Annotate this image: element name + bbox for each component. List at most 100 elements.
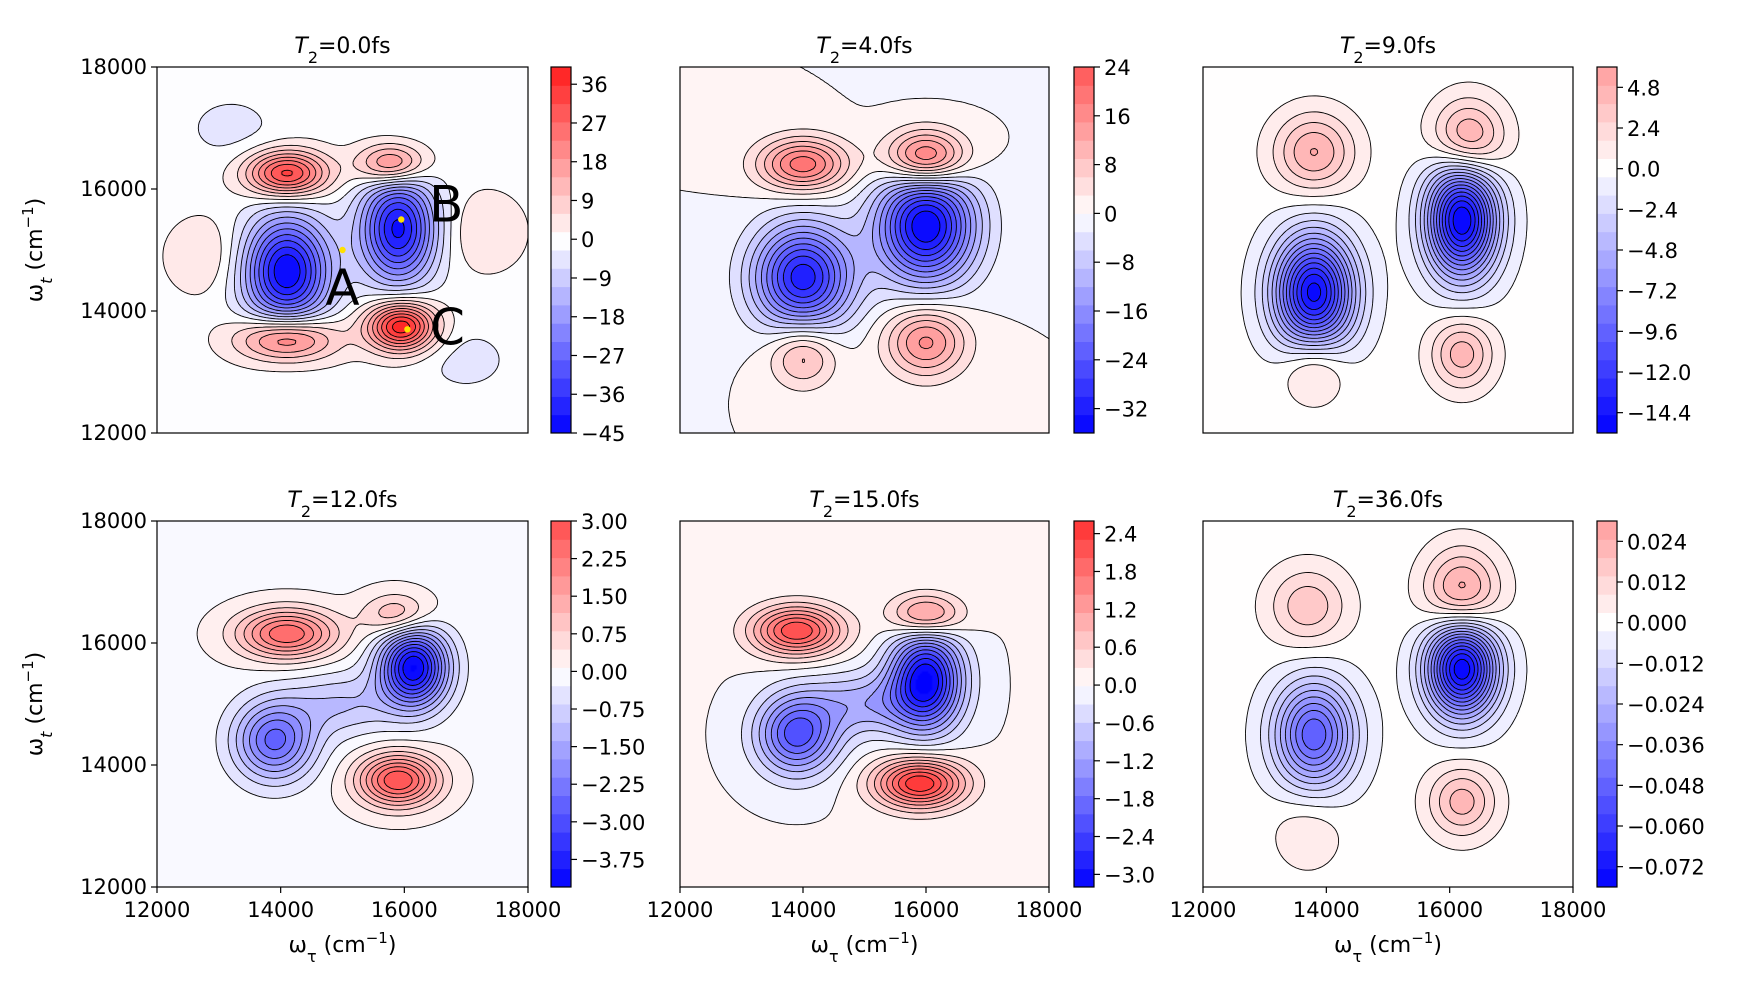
contour-level — [760, 610, 960, 806]
colorbar-band — [1597, 176, 1617, 196]
colorbar-band — [1074, 250, 1094, 269]
y-axis-label: ωt (cm−1) — [19, 652, 56, 757]
x-tick-label: 18000 — [495, 898, 562, 922]
colorbar-band — [1597, 850, 1617, 870]
colorbar-band — [1074, 341, 1094, 361]
contour-level — [1268, 622, 1509, 791]
contour-level — [264, 640, 439, 751]
x-tick-label: 16000 — [1416, 898, 1483, 922]
x-axis-label: ωτ (cm−1) — [289, 929, 397, 966]
heatmap-image — [680, 521, 1049, 887]
colorbar-tick-label: −16 — [1104, 300, 1148, 324]
contour-level — [755, 184, 977, 321]
colorbar-band — [1597, 286, 1617, 306]
colorbar-band — [1597, 231, 1617, 251]
colorbar-tick-label: −0.024 — [1627, 693, 1705, 717]
colorbar-band — [551, 323, 571, 342]
colorbar-band — [1597, 213, 1617, 233]
contour-level — [1442, 566, 1482, 815]
colorbar-tick-label: 1.8 — [1104, 560, 1137, 584]
colorbar-band — [551, 121, 571, 141]
colorbar-band — [551, 575, 571, 595]
colorbar-band — [1597, 758, 1617, 778]
colorbar-band — [551, 832, 571, 851]
contour-level — [1293, 118, 1484, 368]
colorbar-tick-label: −0.6 — [1104, 712, 1155, 736]
contour-level — [1261, 165, 1509, 350]
x-tick-label: 14000 — [1293, 898, 1360, 922]
contour-level — [766, 190, 967, 313]
colorbar-band — [551, 378, 571, 397]
colorbar-band — [551, 868, 571, 888]
contour-level — [755, 128, 965, 380]
annotation-point-b — [398, 216, 405, 223]
colorbar-tick-label: −0.048 — [1627, 774, 1705, 798]
contour-level — [1274, 625, 1504, 785]
colorbar-band — [1074, 103, 1094, 123]
colorbar-frame — [550, 66, 572, 434]
chart-title: T2=0.0fs — [294, 34, 390, 67]
colorbar-band — [1597, 121, 1617, 141]
colorbar-tick-label: 8 — [1104, 154, 1117, 178]
x-tick-label: 18000 — [1540, 898, 1607, 922]
contour-level — [742, 121, 977, 392]
colorbar-tick-label: −27 — [581, 344, 625, 368]
x-axis-label: ωτ (cm−1) — [1334, 929, 1442, 966]
colorbar-tick-label: 3.00 — [581, 510, 628, 534]
contour-level — [402, 655, 425, 681]
contour-level — [390, 643, 436, 695]
colorbar-tick-label: 27 — [581, 112, 608, 136]
contour-level — [790, 204, 947, 291]
colorbar-band — [1597, 378, 1617, 397]
colorbar-band — [1074, 231, 1094, 251]
contour-level — [1301, 639, 1488, 751]
contour-level — [249, 189, 430, 312]
contour-lines — [705, 588, 1011, 826]
heatmap-image — [157, 521, 528, 887]
annotation-point-c — [404, 326, 411, 333]
colorbar-tick-label: −7.2 — [1627, 280, 1678, 304]
colorbar-band — [1597, 832, 1617, 851]
contour-level — [234, 603, 444, 811]
axes-frame — [1202, 520, 1574, 888]
contour-level — [1442, 645, 1482, 695]
contour-level — [1445, 649, 1479, 691]
colorbar-band — [1074, 777, 1094, 796]
chart-panel-3: T2=9.0fs 4.8 2.4 0.0 −2.4 −4.8 −7.2 −9.6 −12.0 −1… — [1202, 34, 1691, 434]
contour-level — [770, 642, 958, 760]
colorbar-band — [1597, 667, 1617, 687]
colorbar-band — [551, 795, 571, 815]
colorbar-tick-label: −0.060 — [1627, 815, 1705, 839]
axes-frame — [156, 66, 529, 434]
contour-level — [245, 186, 435, 315]
colorbar-tick-label: 0.6 — [1104, 636, 1137, 660]
colorbar-band — [1597, 521, 1617, 540]
colorbar-band — [1074, 575, 1094, 595]
colorbar-tick-label: −2.25 — [581, 773, 645, 797]
colorbar-band — [1074, 378, 1094, 397]
contour-level — [1282, 181, 1491, 332]
colorbar-band — [1074, 323, 1094, 342]
chart-title: T2=9.0fs — [1340, 34, 1436, 67]
colorbar-band — [551, 213, 571, 233]
contour-level — [270, 163, 421, 342]
colorbar: 24 16 8 0 −8 −16 −24 −32 — [1073, 56, 1148, 434]
colorbar-band — [1597, 195, 1617, 214]
colorbar-tick-label: −2.4 — [1104, 826, 1155, 850]
x-tick-label: 16000 — [893, 898, 960, 922]
y-tick-label: 14000 — [80, 299, 147, 323]
colorbar-band — [1597, 359, 1617, 379]
annotation-label-a: A — [325, 259, 359, 317]
colorbar-band — [1597, 813, 1617, 833]
y-tick-label: 14000 — [80, 753, 147, 777]
contour-level — [776, 196, 957, 304]
colorbar-band — [1597, 85, 1617, 105]
contour-level — [268, 624, 420, 795]
contour-level — [733, 588, 986, 820]
colorbar: 36 27 18 9 0 −9 −18 −27 −36 −45 — [550, 66, 625, 446]
colorbar-tick-label: 36 — [581, 73, 608, 97]
colorbar-tick-label: 0.024 — [1627, 530, 1687, 554]
colorbar: 3.00 2.25 1.50 0.75 0.00 −0.75 −1.50 −2.25 −3.00… — [550, 510, 645, 888]
contour-level — [162, 135, 528, 373]
contour-lines — [162, 103, 528, 384]
